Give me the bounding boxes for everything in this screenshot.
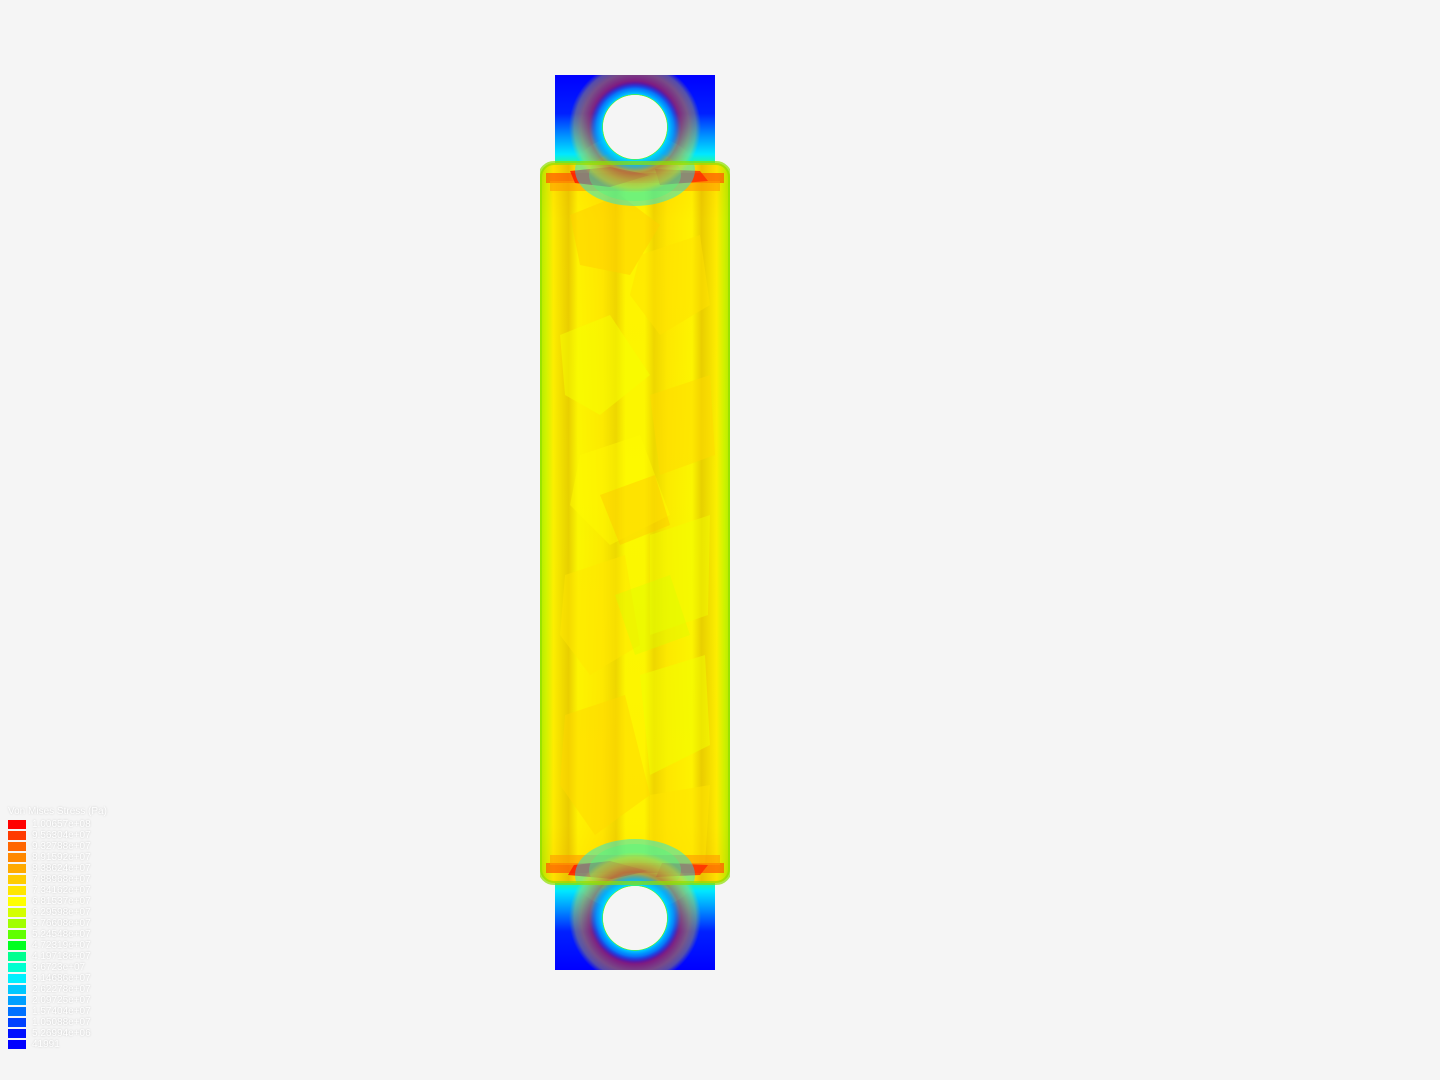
legend-swatch: [8, 985, 26, 994]
legend-swatch: [8, 919, 26, 928]
color-legend: Von Mises Stress (Pa) 1.00657e+089.56304…: [8, 806, 107, 1050]
legend-label: 41991: [32, 1039, 60, 1050]
simulation-viewport: Von Mises Stress (Pa) 1.00657e+089.56304…: [0, 0, 1440, 1080]
legend-swatch: [8, 875, 26, 884]
legend-rows: 1.00657e+089.56304e+079.32788e+078.91592…: [8, 819, 107, 1050]
fea-part: [540, 75, 730, 970]
legend-label: 4.19718e+07: [32, 951, 91, 962]
legend-row: 8.38624e+07: [8, 863, 107, 874]
legend-label: 2.62278e+07: [32, 984, 91, 995]
legend-row: 3.14686e+07: [8, 973, 107, 984]
legend-swatch: [8, 1029, 26, 1038]
legend-label: 9.56304e+07: [32, 830, 91, 841]
legend-label: 6.81537e+07: [32, 896, 91, 907]
legend-label: 1.05088e+07: [32, 1017, 91, 1028]
legend-row: 9.56304e+07: [8, 830, 107, 841]
legend-swatch: [8, 1007, 26, 1016]
legend-swatch: [8, 1018, 26, 1027]
legend-label: 8.38624e+07: [32, 863, 91, 874]
legend-label: 2.09725e+07: [32, 995, 91, 1006]
legend-swatch: [8, 886, 26, 895]
legend-swatch: [8, 930, 26, 939]
legend-label: 1.57404e+07: [32, 1006, 91, 1017]
legend-row: 1.57404e+07: [8, 1006, 107, 1017]
legend-swatch: [8, 908, 26, 917]
legend-label: 4.72319e+07: [32, 940, 91, 951]
legend-row: 1.00657e+08: [8, 819, 107, 830]
fea-contour-svg: [540, 75, 730, 970]
legend-label: 3.14686e+07: [32, 973, 91, 984]
legend-swatch: [8, 941, 26, 950]
legend-swatch: [8, 842, 26, 851]
legend-row: 4.72319e+07: [8, 940, 107, 951]
legend-label: 5.24548e+07: [32, 929, 91, 940]
legend-row: 5.76608e+07: [8, 918, 107, 929]
legend-row: 6.81537e+07: [8, 896, 107, 907]
legend-swatch: [8, 897, 26, 906]
legend-swatch: [8, 831, 26, 840]
legend-row: 3.6723e+07: [8, 962, 107, 973]
legend-row: 2.09725e+07: [8, 995, 107, 1006]
legend-row: 7.34162e+07: [8, 885, 107, 896]
legend-swatch: [8, 853, 26, 862]
legend-swatch: [8, 952, 26, 961]
legend-label: 7.88968e+07: [32, 874, 91, 885]
legend-row: 5.26994e+06: [8, 1028, 107, 1039]
top-hole: [603, 95, 667, 159]
legend-swatch: [8, 974, 26, 983]
legend-row: 9.32788e+07: [8, 841, 107, 852]
legend-row: 2.62278e+07: [8, 984, 107, 995]
legend-label: 7.34162e+07: [32, 885, 91, 896]
legend-swatch: [8, 864, 26, 873]
legend-label: 3.6723e+07: [32, 962, 85, 973]
legend-label: 1.00657e+08: [32, 819, 91, 830]
legend-swatch: [8, 963, 26, 972]
legend-row: 1.05088e+07: [8, 1017, 107, 1028]
legend-swatch: [8, 820, 26, 829]
legend-label: 9.32788e+07: [32, 841, 91, 852]
legend-row: 6.29598e+07: [8, 907, 107, 918]
legend-label: 5.76608e+07: [32, 918, 91, 929]
legend-row: 5.24548e+07: [8, 929, 107, 940]
bottom-hole: [603, 886, 667, 950]
legend-label: 5.26994e+06: [32, 1028, 91, 1039]
legend-swatch: [8, 1040, 26, 1049]
legend-row: 41991: [8, 1039, 107, 1050]
legend-label: 6.29598e+07: [32, 907, 91, 918]
legend-row: 7.88968e+07: [8, 874, 107, 885]
legend-row: 8.91592e+07: [8, 852, 107, 863]
legend-label: 8.91592e+07: [32, 852, 91, 863]
legend-row: 4.19718e+07: [8, 951, 107, 962]
legend-swatch: [8, 996, 26, 1005]
legend-title: Von Mises Stress (Pa): [8, 806, 107, 817]
